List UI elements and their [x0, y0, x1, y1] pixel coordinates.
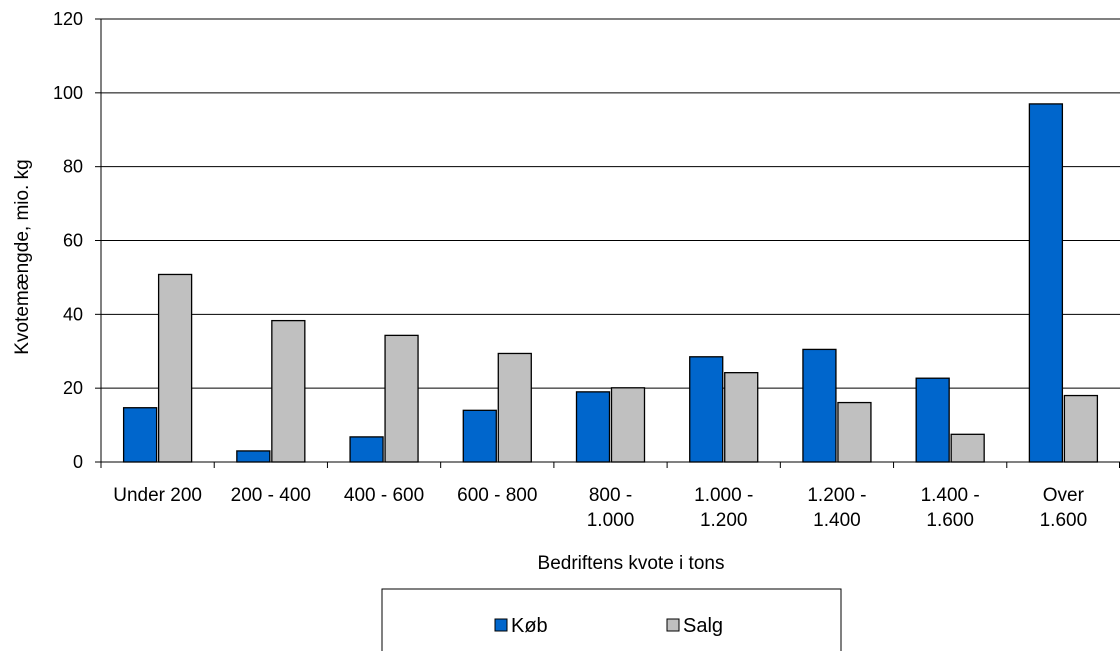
bar-salg: [724, 372, 759, 463]
bar-salg: [1063, 394, 1099, 463]
bar-koeb: [462, 409, 497, 463]
x-tick-label: 600 - 800: [457, 485, 537, 506]
axes: [95, 18, 1120, 468]
bar-salg: [950, 433, 985, 463]
y-tick-label: 80: [63, 157, 83, 177]
x-tick-label: 1.400 -: [921, 485, 980, 506]
x-tick-label: 200 - 400: [231, 485, 311, 506]
x-tick-label: 1.600: [926, 510, 974, 531]
x-tick-label: 1.000: [587, 510, 635, 531]
y-tick-label: 40: [63, 304, 83, 324]
bar-koeb: [122, 407, 158, 463]
x-axis-title: Bedriftens kvote i tons: [538, 553, 725, 574]
x-tick-label: Under 200: [113, 485, 202, 506]
y-tick-label: 0: [73, 452, 83, 472]
bar-salg: [837, 401, 872, 463]
legend-swatch: [494, 618, 508, 632]
axis-labels: 0 20 40 60 80 100 120 Under 200 200 - 400 400 - 6…: [53, 9, 1087, 531]
legend-box: [381, 588, 842, 651]
x-tick-label: 1.400: [813, 510, 861, 531]
y-tick-label: 20: [63, 378, 83, 398]
legend-label: Salg: [683, 615, 723, 637]
x-tick-label: 1.000 -: [694, 485, 753, 506]
x-tick-label: 800 -: [589, 485, 632, 506]
bar-koeb: [1028, 103, 1064, 463]
x-tick-label: Over: [1043, 485, 1085, 506]
x-tick-label: 400 - 600: [344, 485, 424, 506]
x-tick-label: 1.200 -: [807, 485, 866, 506]
bar-koeb: [802, 348, 837, 463]
bar-koeb: [236, 450, 271, 463]
legend-label: Køb: [511, 615, 548, 637]
x-tick-label: 1.600: [1040, 510, 1088, 531]
y-tick-label: 60: [63, 231, 83, 251]
bar-salg: [610, 387, 646, 463]
x-tick-label: 1.200: [700, 510, 748, 531]
bar-salg: [157, 273, 193, 463]
y-axis-title: Kvotemængde, mio. kg: [12, 159, 33, 354]
legend: Køb Salg: [381, 588, 842, 651]
y-tick-label: 100: [53, 83, 83, 103]
bars: [122, 103, 1099, 463]
bar-salg: [271, 319, 306, 463]
bar-koeb: [575, 391, 611, 463]
legend-swatch: [666, 618, 680, 632]
bar-salg: [384, 334, 419, 463]
bar-koeb: [689, 356, 724, 463]
gridlines: [101, 18, 1120, 389]
bar-koeb: [349, 436, 384, 463]
bar-salg: [497, 352, 532, 463]
bar-koeb: [915, 377, 950, 463]
y-tick-label: 120: [53, 9, 83, 29]
